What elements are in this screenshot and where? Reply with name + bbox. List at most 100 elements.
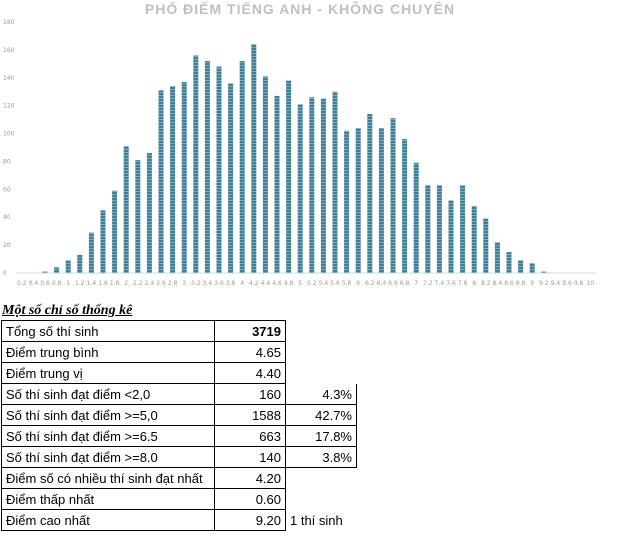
x-tick-label: 6 — [356, 280, 360, 287]
histogram-bar — [286, 80, 292, 273]
stat-label: Số thí sinh đạt điểm >=8.0 — [1, 446, 215, 468]
x-tick-label: 7.2 — [423, 280, 433, 287]
stats-title: Một số chỉ số thống kê — [2, 303, 133, 318]
x-tick-label: 7.8 — [458, 280, 468, 287]
histogram-chart: PHỔ ĐIỂM TIẾNG ANH - KHÔNG CHUYÊN 0 20 40 6… — [3, 1, 596, 287]
x-tick-label: 9.6 — [562, 280, 572, 287]
histogram-bar — [483, 218, 489, 273]
histogram-bar — [309, 97, 315, 273]
x-tick-label: 4.2 — [249, 280, 259, 287]
histogram-bar — [436, 185, 442, 273]
y-tick-label: 0 — [3, 270, 7, 277]
x-tick-label: 2.2 — [133, 280, 143, 287]
histogram-bar — [541, 271, 547, 273]
x-tick-label: 1.6 — [98, 280, 108, 287]
stat-extra — [286, 342, 357, 363]
stat-extra — [286, 468, 357, 489]
stat-label: Điểm thấp nhất — [1, 488, 215, 510]
histogram-bar — [390, 118, 396, 273]
histogram-bar — [170, 86, 176, 273]
stats-row: Điểm số có nhiều thí sinh đạt nhất 4.20 — [1, 467, 357, 489]
y-tick-label: 20 — [3, 242, 11, 249]
y-tick-label: 40 — [3, 214, 11, 221]
stat-percent: 3.8% — [285, 446, 357, 468]
histogram-bar — [448, 200, 454, 273]
histogram-bar — [251, 44, 257, 273]
histogram-bar — [332, 91, 338, 273]
stat-label: Điểm cao nhất — [1, 509, 215, 531]
y-tick-label: 80 — [3, 158, 11, 165]
x-tick-label: 5 — [298, 280, 302, 287]
histogram-bar — [204, 61, 210, 273]
histogram-bar — [100, 210, 106, 274]
histogram-bar — [274, 95, 280, 274]
y-tick-label: 140 — [3, 75, 15, 82]
histogram-bar — [193, 55, 199, 273]
y-tick-label: 180 — [3, 19, 15, 26]
x-tick-label: 2 — [124, 280, 128, 287]
stats-table: Tổng số thí sinh 3719 Điểm trung bình 4.… — [1, 320, 357, 531]
stat-label: Số thí sinh đạt điểm >=6.5 — [1, 425, 215, 447]
histogram-bar — [239, 61, 245, 273]
x-tick-label: 0.4 — [29, 280, 39, 287]
stat-extra — [286, 489, 357, 510]
histogram-bar — [216, 66, 222, 273]
histogram-bar — [460, 185, 466, 273]
x-tick-label: 0.8 — [52, 280, 62, 287]
histogram-bar — [42, 271, 48, 273]
stats-row: Điểm trung vị 4.40 — [1, 362, 357, 384]
x-tick-label: 1.8 — [110, 280, 120, 287]
x-tick-label: 6.4 — [377, 280, 387, 287]
histogram-bar — [402, 139, 408, 273]
stats-row: Điểm cao nhất 9.20 1 thí sinh — [1, 509, 357, 531]
stats-row: Điểm trung bình 4.65 — [1, 341, 357, 363]
x-tick-label: 7.4 — [435, 280, 445, 287]
histogram-bar — [506, 252, 512, 273]
x-tick-label: 1.4 — [87, 280, 97, 287]
x-tick-label: 5.2 — [307, 280, 317, 287]
histogram-bar — [112, 190, 118, 273]
stats-row: Số thí sinh đạt điểm >=6.5 663 17.8% — [1, 425, 357, 447]
histogram-bar — [297, 104, 303, 273]
y-tick-label: 160 — [3, 47, 15, 54]
stat-extra — [286, 363, 357, 384]
stat-label: Điểm số có nhiều thí sinh đạt nhất — [1, 467, 215, 489]
histogram-bar — [355, 128, 361, 273]
stat-percent: 42.7% — [285, 404, 357, 426]
histogram-bar — [181, 82, 187, 273]
stat-value: 1588 — [214, 404, 286, 426]
histogram-bar — [123, 146, 129, 273]
histogram-bar — [54, 267, 60, 273]
stats-row: Tổng số thí sinh 3719 — [1, 320, 357, 342]
x-tick-label: 0.6 — [40, 280, 50, 287]
stat-label: Tổng số thí sinh — [1, 320, 215, 342]
stat-note: 1 thí sinh — [290, 512, 343, 528]
stat-value: 140 — [214, 446, 286, 468]
chart-title: PHỔ ĐIỂM TIẾNG ANH - KHÔNG CHUYÊN — [144, 1, 456, 17]
histogram-bar — [425, 185, 431, 273]
stats-row: Số thí sinh đạt điểm >=5,0 1588 42.7% — [1, 404, 357, 426]
x-tick-label: 4.6 — [272, 280, 282, 287]
y-tick-label: 120 — [3, 103, 15, 110]
histogram-bar — [471, 206, 477, 273]
x-tick-label: 9.8 — [574, 280, 584, 287]
x-tick-label: 3 — [182, 280, 186, 287]
chart-canvas: 0 20 40 60 80 100 120 140 160 180 0.2 0.4 0.6 0.8 1 1.2… — [3, 19, 596, 287]
x-tick-label: 6.6 — [388, 280, 398, 287]
histogram-bar — [367, 114, 373, 273]
x-tick-label: 10 — [586, 280, 594, 287]
x-tick-label: 1 — [66, 280, 70, 287]
stat-value: 663 — [214, 425, 286, 447]
histogram-bar — [378, 128, 384, 273]
x-tick-label: 4 — [240, 280, 244, 287]
x-tick-label: 5.6 — [330, 280, 340, 287]
x-tick-label: 5.4 — [319, 280, 329, 287]
x-tick-label: 0.2 — [17, 280, 27, 287]
stat-extra — [286, 321, 357, 342]
histogram-bar — [158, 90, 164, 273]
histogram-bar — [529, 263, 535, 273]
histogram-bar — [65, 260, 71, 273]
x-tick-label: 2.6 — [156, 280, 166, 287]
x-tick-label: 8.8 — [516, 280, 526, 287]
histogram-bar — [262, 76, 268, 274]
